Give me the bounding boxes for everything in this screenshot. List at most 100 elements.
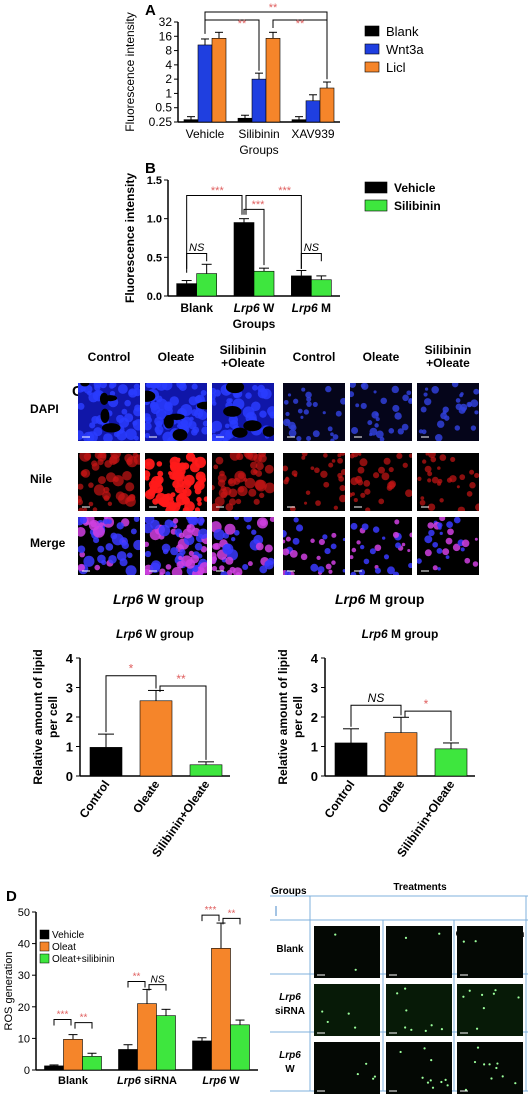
cell-blob	[145, 568, 151, 575]
cell-blob	[170, 502, 181, 511]
cell-blob	[442, 406, 449, 413]
cell-blob	[460, 547, 465, 552]
ros-spot	[429, 1079, 432, 1082]
cell-blob	[257, 384, 265, 393]
cell-blob	[291, 470, 298, 477]
bar	[305, 100, 321, 123]
cell-blob	[421, 429, 427, 435]
cell-blob	[283, 399, 289, 405]
legend-label: Vehicle	[394, 181, 436, 195]
cell-blob	[212, 543, 219, 550]
cell-blob	[110, 453, 122, 459]
ros-spot	[396, 992, 399, 995]
cell-blob	[350, 571, 357, 575]
cell-blob	[456, 485, 460, 489]
cell-blob	[238, 486, 245, 493]
ros-spot	[356, 1072, 359, 1076]
legend-label: Blank	[386, 24, 419, 39]
cell-blob	[185, 559, 196, 569]
dark-void	[100, 408, 110, 424]
cell-blob	[119, 558, 128, 567]
panel-label-a: A	[145, 2, 156, 19]
cell-blob	[80, 386, 86, 392]
dapi-micrograph	[350, 383, 412, 441]
cell-blob	[427, 503, 436, 511]
cell-blob	[214, 496, 225, 507]
ros-spot	[426, 1081, 430, 1084]
y-tick-label: 4	[165, 58, 172, 72]
cell-blob	[394, 519, 400, 525]
merge-micrograph	[212, 517, 274, 575]
y-tick-label: 0.5	[155, 101, 172, 115]
cell-blob	[432, 541, 439, 548]
chart-title: Lrp6 M group	[362, 627, 439, 641]
cell-blob	[395, 542, 402, 549]
cell-blob	[87, 390, 92, 396]
cell-blob	[252, 384, 258, 391]
micrograph-texture	[283, 453, 345, 511]
cell-blob	[196, 474, 204, 481]
ros-spot	[514, 1082, 517, 1085]
cell-blob	[165, 564, 172, 570]
bar	[196, 273, 217, 297]
x-tick-label: Lrp6 siRNA	[117, 1075, 177, 1087]
column-header-line1: Oleate	[362, 350, 400, 364]
cell-blob	[300, 415, 304, 419]
cell-blob	[248, 488, 257, 497]
cell-blob	[150, 401, 157, 408]
cell-blob	[150, 519, 160, 530]
cell-blob	[97, 453, 107, 462]
cell-blob	[169, 396, 179, 406]
cell-blob	[83, 555, 95, 567]
micrograph-texture	[78, 383, 140, 441]
ros-image-table: GroupsTreatmentsVehicleOleatOleat+silibi…	[270, 880, 528, 1106]
cell-blob	[228, 488, 238, 498]
cell-blob	[358, 453, 362, 456]
cell-blob	[301, 387, 306, 392]
ros-spot	[347, 1012, 350, 1015]
bar	[233, 222, 255, 297]
column-header-line1: Oleate	[157, 350, 195, 364]
micrograph-texture	[212, 517, 274, 575]
cell-blob	[236, 453, 244, 461]
nile-micrograph	[145, 453, 207, 511]
cell-blob	[314, 467, 320, 474]
cell-blob	[191, 383, 198, 390]
cell-blob	[350, 391, 355, 398]
dark-void	[225, 383, 245, 394]
ros-spot	[431, 1086, 435, 1089]
y-axis-label-line1: Relative amount of lipid	[276, 649, 290, 784]
y-axis-label: Fluorescence intensity	[123, 173, 137, 303]
micrograph-texture	[417, 453, 479, 511]
column-header-line2: +Oleate	[221, 356, 265, 370]
cell-blob	[331, 532, 337, 538]
cell-blob	[103, 495, 110, 502]
cell-blob	[350, 555, 354, 560]
cell-blob	[472, 561, 479, 567]
y-tick-label: 0.0	[147, 291, 162, 303]
cell-blob	[233, 529, 240, 536]
cell-blob	[322, 534, 328, 540]
cell-blob	[285, 411, 290, 417]
cell-blob	[230, 536, 236, 542]
dark-void	[172, 428, 188, 441]
cell-blob	[312, 401, 318, 407]
cell-blob	[438, 526, 442, 530]
ros-spot	[404, 936, 408, 939]
cell-blob	[367, 420, 373, 426]
y-tick-label: 1	[165, 86, 172, 100]
column-header: Oleate	[344, 351, 418, 364]
dapi-micrograph	[283, 383, 345, 441]
cell-blob	[322, 411, 326, 415]
cell-blob	[269, 517, 274, 523]
cell-blob	[454, 425, 461, 431]
cell-blob	[93, 484, 106, 496]
dark-void	[145, 390, 156, 402]
cell-blob	[133, 388, 140, 397]
ros-spot	[480, 993, 484, 996]
cell-blob	[430, 456, 437, 463]
cell-blob	[437, 478, 443, 484]
cell-blob	[155, 395, 163, 403]
cell-blob	[159, 568, 166, 575]
x-tick-label: Silibinin	[238, 127, 279, 141]
